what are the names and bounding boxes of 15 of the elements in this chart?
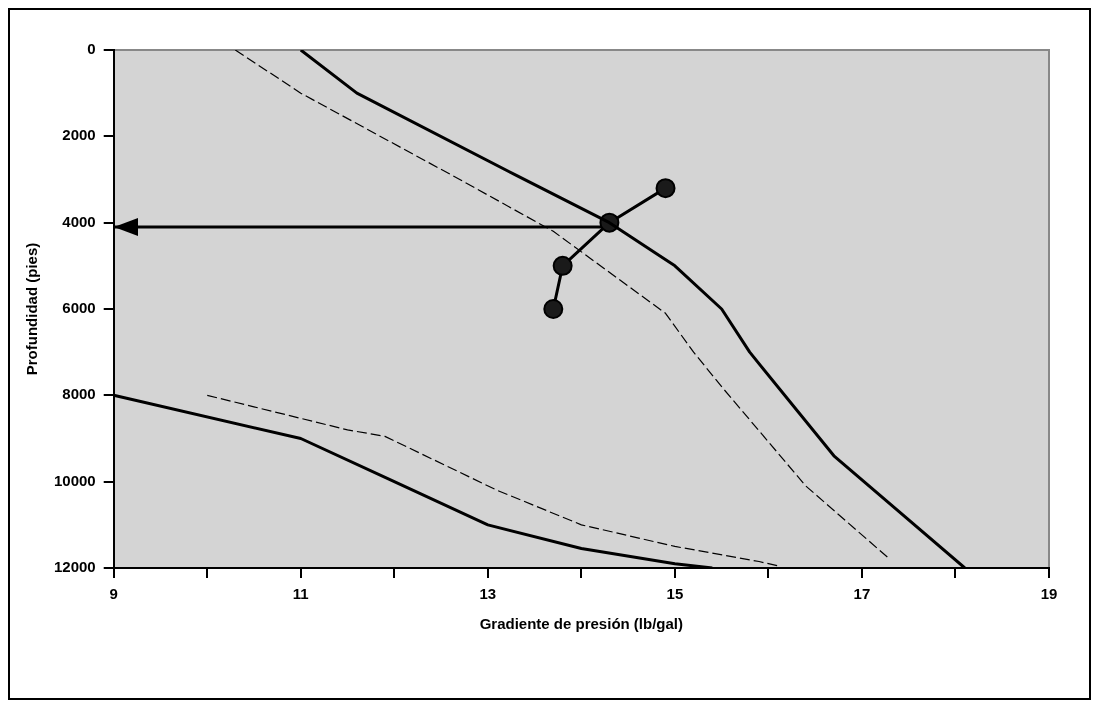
x-tick-label: 17: [853, 585, 871, 603]
y-tick-label: 2000: [62, 126, 96, 144]
y-tick-label: 10000: [53, 471, 96, 489]
y-tick-label: 6000: [62, 299, 96, 317]
x-tick-label: 13: [479, 585, 497, 603]
x-tick-label: 9: [109, 585, 118, 603]
y-tick-label: 12000: [53, 558, 96, 576]
x-axis-title: Gradiente de presión (lb/gal): [479, 615, 684, 633]
y-tick-label: 8000: [62, 385, 96, 403]
y-axis-title: Profundidad (pies): [23, 242, 41, 376]
y-tick-label: 4000: [62, 212, 96, 230]
y-tick-label: 0: [87, 40, 96, 58]
x-tick-label: 15: [666, 585, 684, 603]
x-tick-label: 11: [292, 585, 309, 603]
x-tick-label: 19: [1040, 585, 1058, 603]
